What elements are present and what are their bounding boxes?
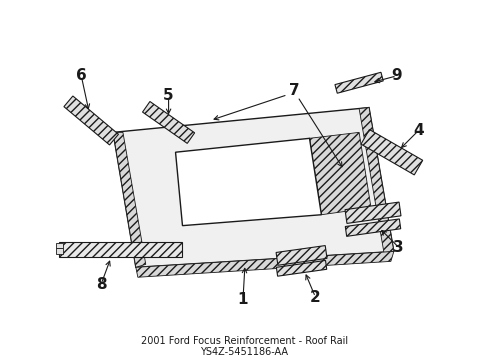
Text: 2001 Ford Focus Reinforcement - Roof Rail: 2001 Ford Focus Reinforcement - Roof Rai… — [141, 336, 347, 346]
Text: 8: 8 — [96, 277, 106, 292]
Text: 3: 3 — [393, 240, 403, 255]
Polygon shape — [276, 260, 326, 276]
Polygon shape — [360, 130, 422, 175]
Polygon shape — [113, 108, 393, 267]
Polygon shape — [56, 248, 63, 255]
Polygon shape — [309, 132, 370, 215]
Polygon shape — [345, 202, 400, 224]
Text: YS4Z-5451186-AA: YS4Z-5451186-AA — [200, 347, 288, 357]
Text: 4: 4 — [412, 123, 423, 138]
Polygon shape — [60, 242, 182, 257]
Polygon shape — [113, 132, 145, 267]
Polygon shape — [358, 108, 393, 252]
Polygon shape — [175, 138, 321, 226]
Polygon shape — [142, 102, 194, 143]
Polygon shape — [56, 243, 63, 248]
Text: 7: 7 — [289, 83, 299, 98]
Text: 2: 2 — [309, 289, 320, 305]
Text: 1: 1 — [237, 292, 248, 307]
Polygon shape — [64, 96, 118, 145]
Polygon shape — [136, 251, 393, 277]
Polygon shape — [345, 219, 400, 237]
Text: 5: 5 — [163, 88, 174, 103]
Text: 6: 6 — [76, 68, 86, 83]
Polygon shape — [334, 72, 383, 93]
Polygon shape — [276, 246, 326, 265]
Text: 9: 9 — [391, 68, 401, 83]
